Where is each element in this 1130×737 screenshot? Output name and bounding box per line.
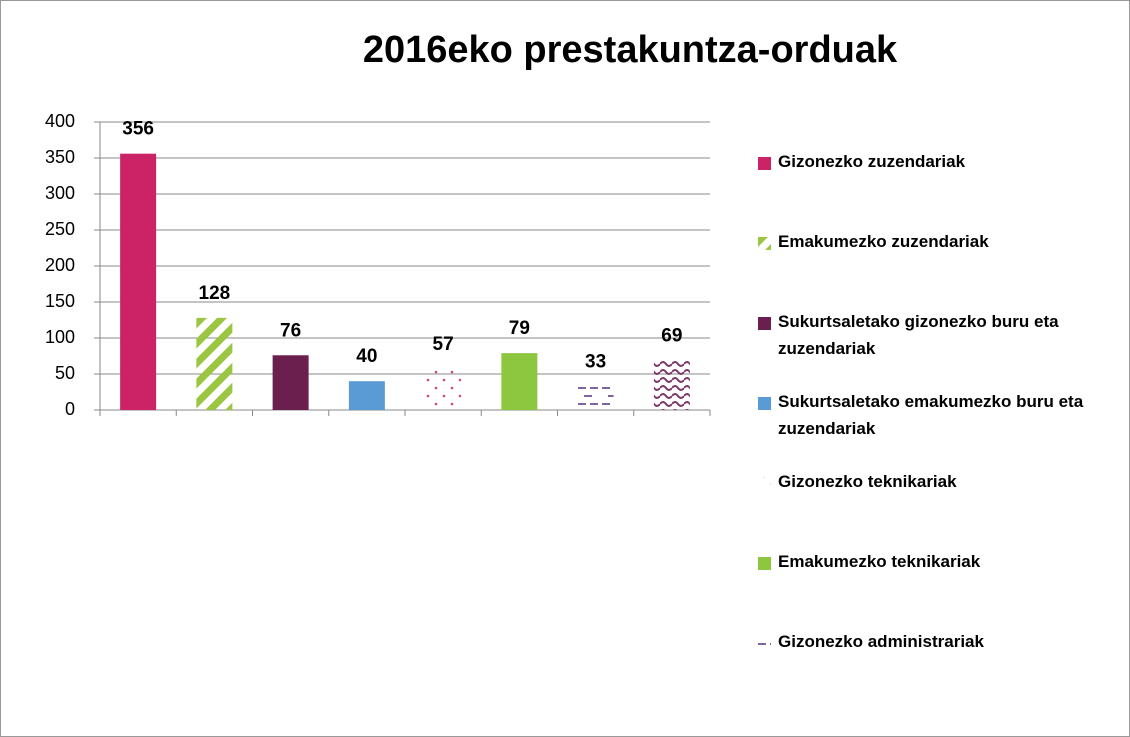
data-label: 57 bbox=[433, 334, 454, 355]
y-tick-label: 0 bbox=[65, 399, 75, 419]
legend-swatch bbox=[758, 317, 771, 330]
y-tick-label: 100 bbox=[45, 327, 75, 347]
data-label: 40 bbox=[356, 346, 377, 367]
bar bbox=[120, 153, 157, 410]
y-tick-label: 200 bbox=[45, 255, 75, 275]
y-tick-label: 400 bbox=[45, 111, 75, 131]
legend-label: Gizonezko teknikariak bbox=[778, 472, 957, 491]
bar bbox=[348, 381, 385, 410]
y-tick-label: 250 bbox=[45, 219, 75, 239]
legend-label: Sukurtsaletako gizonezko buru eta zuzenda… bbox=[778, 312, 1059, 358]
bar bbox=[196, 317, 233, 410]
bar bbox=[577, 386, 614, 410]
legend-label: Sukurtsaletako emakumezko buru eta zuzend… bbox=[778, 392, 1084, 438]
legend-label: Emakumezko teknikariak bbox=[778, 552, 981, 571]
legend-swatch bbox=[758, 477, 771, 490]
y-tick-label: 350 bbox=[45, 147, 75, 167]
data-label: 356 bbox=[122, 119, 154, 140]
data-label: 79 bbox=[509, 318, 530, 339]
bar bbox=[653, 360, 690, 410]
data-label: 128 bbox=[199, 283, 231, 304]
legend-label: Emakumezko zuzendariak bbox=[778, 232, 989, 251]
legend-label: Gizonezko zuzendariak bbox=[778, 152, 966, 171]
data-label: 69 bbox=[661, 325, 682, 346]
legend-swatch bbox=[758, 637, 771, 650]
data-label: 33 bbox=[585, 351, 606, 372]
bar bbox=[272, 355, 309, 410]
bar bbox=[501, 353, 538, 410]
data-label: 76 bbox=[280, 320, 301, 341]
chart-title: 2016eko prestakuntza-orduak bbox=[363, 29, 898, 71]
legend-label: Gizonezko administrariak bbox=[778, 632, 984, 651]
y-tick-label: 300 bbox=[45, 183, 75, 203]
legend-swatch bbox=[758, 397, 771, 410]
legend-swatch bbox=[758, 557, 771, 570]
y-tick-label: 150 bbox=[45, 291, 75, 311]
legend-swatch bbox=[758, 237, 771, 250]
legend-swatch bbox=[758, 157, 771, 170]
bar bbox=[425, 368, 462, 410]
y-tick-label: 50 bbox=[55, 363, 75, 383]
